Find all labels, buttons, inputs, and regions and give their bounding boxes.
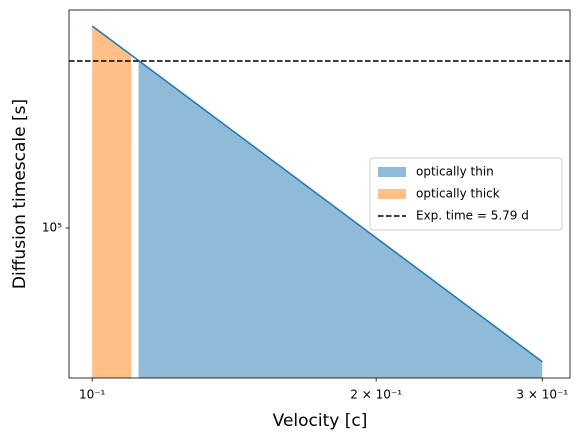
legend: optically thin optically thick Exp. time =… bbox=[369, 157, 563, 231]
area bbox=[92, 25, 132, 379]
legend-label: Exp. time = 5.79 d bbox=[416, 209, 529, 223]
legend-swatch bbox=[378, 167, 406, 177]
x-tick-label: 3 × 10⁻¹ bbox=[516, 388, 568, 402]
plot-frame bbox=[68, 9, 571, 379]
x-axis-label: Velocity [c] bbox=[273, 411, 368, 431]
legend-label: optically thin bbox=[416, 165, 494, 179]
x-tick-label: 2 × 10⁻¹ bbox=[350, 388, 402, 402]
x-tick-label: 10⁻¹ bbox=[79, 388, 106, 402]
y-axis-label: Diffusion timescale [s] bbox=[10, 99, 30, 289]
y-tick-label: 10⁵ bbox=[42, 220, 62, 234]
legend-swatch bbox=[378, 189, 406, 199]
legend-box bbox=[369, 157, 563, 231]
line bbox=[91, 25, 543, 363]
area bbox=[138, 60, 543, 379]
legend-label: optically thick bbox=[416, 187, 500, 201]
